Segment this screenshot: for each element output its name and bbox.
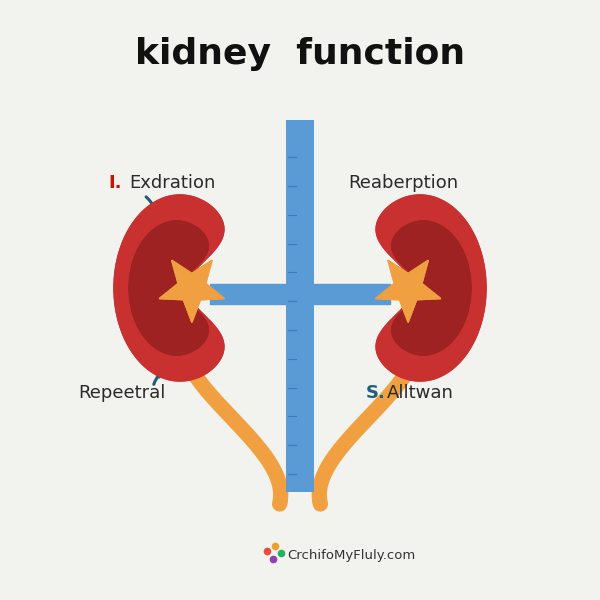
Text: kidney  function: kidney function: [135, 37, 465, 71]
Text: S.: S.: [366, 384, 386, 402]
Text: Exdration: Exdration: [129, 174, 215, 192]
Polygon shape: [159, 260, 224, 322]
Polygon shape: [376, 260, 441, 322]
Polygon shape: [376, 260, 441, 322]
Polygon shape: [114, 195, 224, 381]
Bar: [286, 120, 314, 492]
Polygon shape: [159, 260, 224, 322]
Text: Repeetral: Repeetral: [78, 384, 166, 402]
Polygon shape: [129, 221, 208, 355]
Text: CrchifoMyFluly.com: CrchifoMyFluly.com: [287, 548, 415, 562]
Text: Reaberption: Reaberption: [348, 174, 458, 192]
Text: I.: I.: [108, 174, 121, 192]
Polygon shape: [114, 195, 224, 381]
Polygon shape: [129, 221, 208, 355]
Polygon shape: [392, 221, 471, 355]
Polygon shape: [376, 195, 486, 381]
Polygon shape: [376, 195, 486, 381]
Polygon shape: [392, 221, 471, 355]
Bar: [286, 120, 314, 492]
Text: Alltwan: Alltwan: [387, 384, 454, 402]
